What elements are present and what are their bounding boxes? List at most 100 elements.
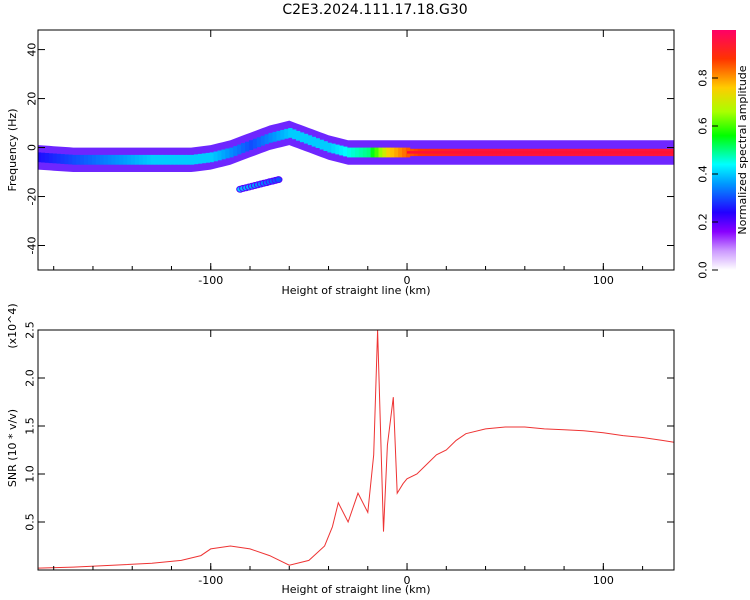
spectrogram-ridge-cell [84, 154, 89, 165]
snr-x-tick-label: -100 [198, 574, 223, 587]
spectrogram-ridge-cell [296, 130, 301, 141]
spectrogram-ridge-cell [154, 154, 159, 165]
spectrogram-ridge-cell [38, 152, 42, 163]
spectrogram-ridge-cell [209, 152, 214, 163]
spectrogram-ridge-cell [119, 154, 124, 165]
spectrogram-ridge-cell [339, 145, 344, 156]
spectrogram-x-tick-label: -100 [198, 274, 223, 287]
spectrogram-ridge-cell [174, 154, 179, 165]
spectrogram-ridge-cell [150, 154, 156, 165]
spectrogram-ridge-cell [115, 154, 120, 165]
spectrogram-ridge-cell [221, 149, 226, 160]
spectrogram-ridge-cell [382, 147, 387, 158]
spectrogram-ridge-cell [52, 153, 57, 164]
spectrogram-ridge-cell [299, 132, 305, 143]
spectrogram-ridge-cell [319, 139, 324, 150]
spectrogram-ridge-cell [354, 147, 360, 158]
spectrogram-x-tick-label: 100 [593, 274, 614, 287]
spectrogram-ridge-cell [146, 154, 152, 165]
colorbar-tick-label: 0.0 [697, 261, 710, 279]
spectrogram-ridge-cell [237, 144, 242, 155]
spectrogram-branch-cell [274, 176, 283, 184]
spectrogram-ridge-cell [374, 147, 379, 158]
spectrogram-ridge-cell [95, 154, 101, 165]
spectrogram-frame [37, 29, 675, 271]
spectrogram-ridge-cell [217, 150, 222, 161]
snr-y-tick-label: 1.0 [24, 465, 37, 483]
colorbar-tick-label: 0.6 [697, 117, 710, 135]
spectrogram-ridge-cell [44, 153, 50, 163]
spectrogram-ridge-cell [370, 147, 375, 158]
spectrogram-ridge-cell [260, 135, 265, 146]
spectrogram-ridge-cell [80, 154, 85, 165]
snr-y-tick-label: 2.0 [24, 369, 37, 387]
spectrogram-y-axis-label: Frequency (Hz) [6, 109, 19, 192]
spectrogram-ridge-cell [229, 147, 234, 158]
spectrogram-ridge-cell [335, 144, 340, 155]
snr-series-line [38, 330, 674, 569]
snr-frame [37, 329, 675, 571]
snr-panel: -100 0 100 0.5 1.0 1.5 2.0 2.5 Height of straig… [6, 303, 675, 596]
spectrogram-ridge-cell [56, 153, 61, 164]
spectrogram-ridge-cell [248, 140, 254, 150]
spectrogram-ridge-cell [268, 132, 273, 143]
spectrogram-ridge-cell [64, 154, 69, 165]
spectrogram-ridge-cell [323, 141, 328, 151]
spectrogram-ridge-cell [135, 154, 140, 165]
spectrogram-ridge-cell [127, 154, 132, 165]
spectrogram-ridge-cell [272, 131, 277, 142]
spectrogram-ridge-cell [60, 154, 65, 164]
spectrogram-panel: -100 0 100 -40 -20 0 20 40 Height of straight l… [6, 29, 675, 297]
spectrogram-ridge-cell [186, 154, 191, 165]
spectrogram-ridge-cell [139, 154, 144, 165]
spectrogram-ridge-cell [72, 154, 77, 165]
spectrogram-y-tick-label: 0 [26, 144, 39, 151]
spectrogram-ridge-cell [107, 154, 112, 165]
spectrogram-x-axis-label: Height of straight line (km) [281, 284, 430, 297]
spectrogram-ridge-cell [68, 154, 73, 165]
spectrogram-ridge-cell [76, 154, 81, 165]
spectrogram-ridge-cell [362, 147, 368, 158]
spectrogram-ridge-cell [48, 153, 53, 164]
snr-y-axis-label: SNR (10 * v/v) [6, 409, 19, 487]
spectrogram-ridge-cell [252, 138, 258, 149]
spectrogram-ridge-cell [402, 147, 407, 158]
spectrogram-y-tick-label: -40 [26, 237, 39, 255]
spectrogram-ridge-cell [315, 138, 320, 148]
spectrogram-ridge-cell [162, 154, 167, 165]
spectrogram-ridge-cell [123, 154, 128, 165]
spectrogram-ridge-cell [390, 147, 395, 158]
spectrogram-ridge-cell [386, 147, 391, 158]
spectrogram-ridge-cell [225, 148, 230, 159]
spectrogram-ridge-cell [280, 129, 285, 140]
spectrogram-ridge-cell [91, 154, 97, 165]
spectrogram-ridge-cell [276, 130, 281, 141]
colorbar-gradient [712, 30, 736, 270]
spectrogram-ridge-cell [327, 142, 332, 153]
spectrogram-ridge-cell [213, 151, 218, 162]
spectrogram-ridge-cell [398, 147, 403, 158]
spectrogram-ridge-cell [111, 154, 116, 165]
spectrogram-ridge-cell [103, 154, 108, 165]
spectrogram-ridge-cell [264, 134, 269, 145]
colorbar: 0.0 0.2 0.4 0.6 0.8 Normalized spectral ampl… [697, 30, 749, 279]
spectrogram-ridge-cell [166, 154, 171, 165]
spectrogram-ridge-cell [394, 147, 399, 158]
colorbar-tick-label: 0.2 [697, 213, 710, 231]
spectrogram-ridge-cell [245, 141, 250, 152]
spectrogram-y-tick-label: 20 [26, 92, 39, 106]
snr-y-tick-label: 2.5 [24, 321, 37, 339]
colorbar-tick-label: 0.4 [697, 165, 710, 183]
spectrogram-ridge-cell [190, 154, 195, 165]
spectrogram-ridge-cell [197, 153, 203, 164]
spectrogram-ridge-cell [131, 154, 136, 165]
spectrogram-x-tick-label: 0 [404, 274, 411, 287]
spectrogram-ridge-cell [158, 154, 163, 165]
spectrogram-ridge-cell [288, 128, 293, 138]
spectrogram-ridge-cell [351, 147, 356, 158]
snr-x-tick-label: 100 [593, 574, 614, 587]
spectrogram-ridge-cell [347, 147, 352, 158]
spectrogram-ridge-cell [292, 129, 297, 140]
spectrogram-ridge-cell [343, 146, 348, 157]
